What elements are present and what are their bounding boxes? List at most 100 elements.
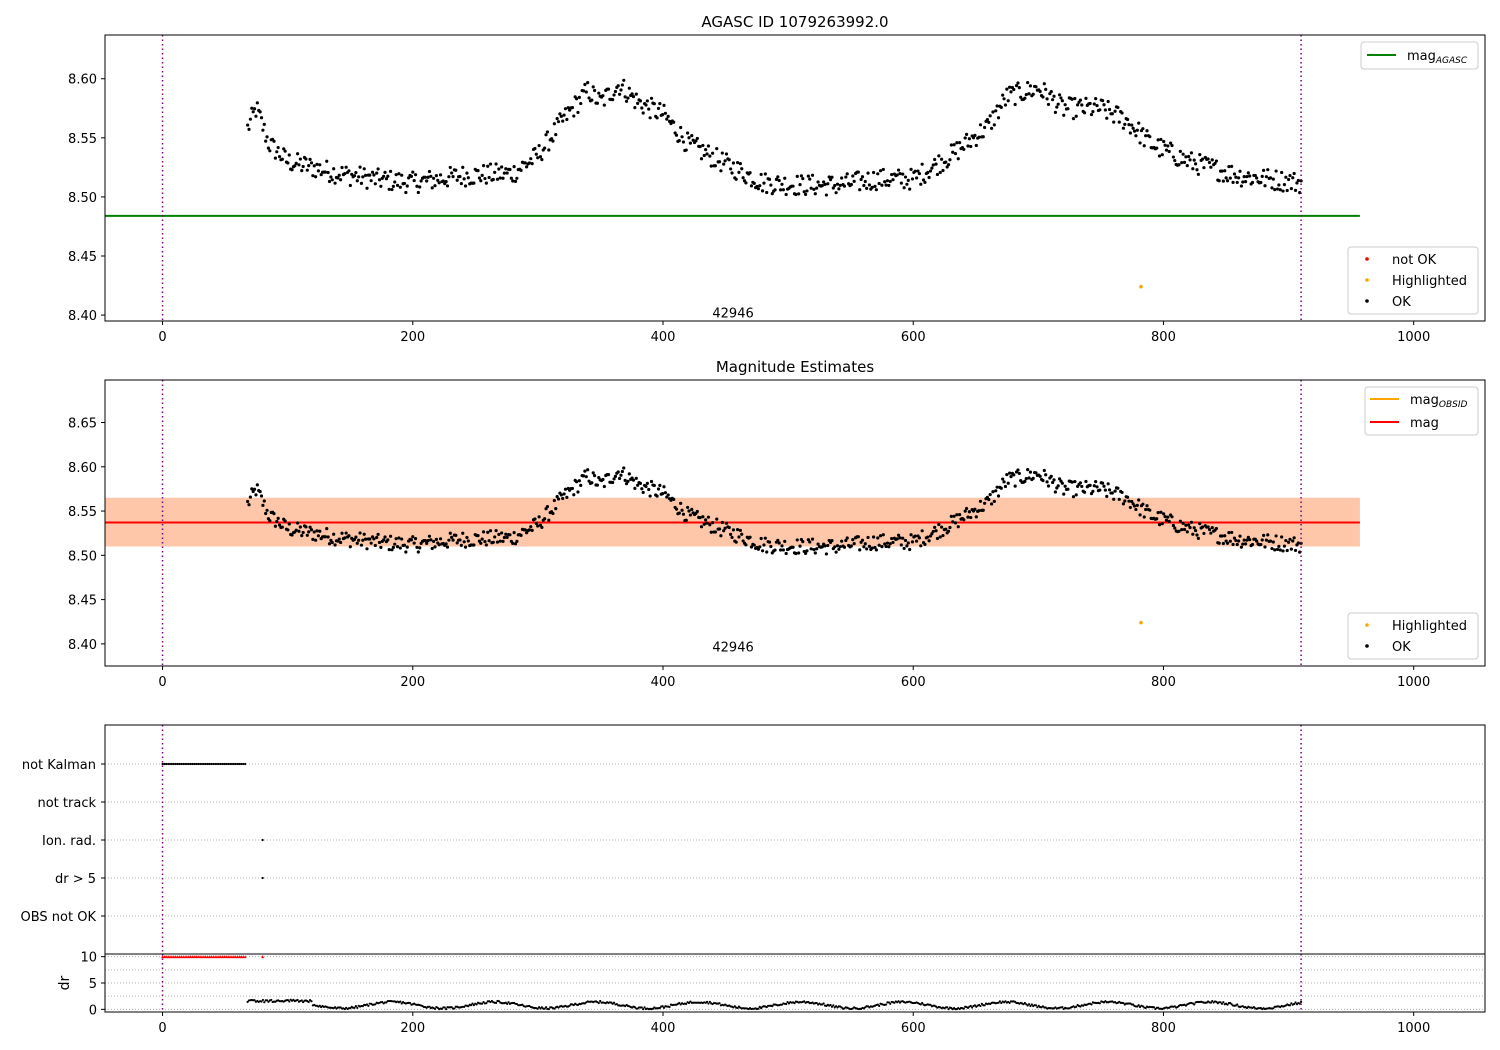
- p2-ok-point: [427, 534, 432, 538]
- p4-clipped-point: [196, 955, 200, 959]
- p2-ok-point: [816, 542, 820, 546]
- p1-ok-point: [429, 174, 433, 178]
- p3-flag-point: [208, 762, 211, 766]
- p1-ok-point: [1009, 90, 1013, 94]
- p1-ok-point: [626, 96, 630, 100]
- p1-ok-point: [795, 174, 799, 178]
- p2-ok-point: [519, 533, 523, 538]
- p4-dr-point: [803, 1000, 806, 1003]
- p2-ok-point: [1286, 540, 1291, 544]
- p1-ok-point: [1228, 176, 1232, 180]
- p2-ok-point: [565, 495, 569, 499]
- p3-category-label: OBS not OK: [21, 910, 97, 925]
- p4-dr-point: [1137, 1004, 1140, 1007]
- p2-ok-point: [776, 538, 780, 542]
- p2-ok-point: [1137, 498, 1141, 502]
- p1-ok-point: [842, 184, 847, 188]
- p2-ok-point: [252, 487, 257, 491]
- p1-ok-point: [717, 160, 722, 164]
- p3-flag-point: [236, 762, 239, 766]
- p2-ok-point: [962, 518, 966, 522]
- p4-dr-point: [1036, 1006, 1039, 1009]
- p2-ok-point: [1180, 528, 1184, 532]
- p4-dr-point: [642, 1008, 645, 1011]
- p1-ok-point: [930, 166, 934, 170]
- p1-ok-point: [1241, 180, 1245, 184]
- p4-xtick-label: 200: [400, 1021, 425, 1036]
- p2-ok-point: [383, 535, 387, 539]
- p4-dr-point: [408, 1001, 412, 1005]
- p2-frame: [104, 379, 1486, 667]
- p4-dr-point: [445, 1008, 448, 1011]
- p1-ok-point: [741, 176, 745, 180]
- p1-ok-point: [724, 152, 729, 156]
- p4-dr-point: [662, 1006, 666, 1009]
- p2-ok-point: [483, 539, 487, 544]
- p2-ok-point: [759, 536, 763, 541]
- p1-ok-point: [1225, 179, 1230, 183]
- p2-ok-point: [1264, 538, 1268, 542]
- p1-ok-point: [802, 190, 806, 194]
- p1-ok-point: [647, 107, 651, 111]
- p2-ok-point: [495, 540, 500, 544]
- p2-ok-point: [1125, 495, 1130, 499]
- p2-ok-point: [447, 538, 451, 542]
- p4-clipped-point: [161, 955, 165, 959]
- p4-clipped-point: [172, 955, 176, 959]
- p2-ok-point: [277, 523, 282, 527]
- p2-ok-point: [340, 531, 344, 535]
- p1-ok-point: [902, 186, 906, 190]
- p2-ok-point: [1232, 536, 1237, 540]
- p1-xtick-label: 200: [400, 330, 425, 345]
- p1-ok-point: [246, 123, 250, 127]
- p3-flag-point: [223, 762, 226, 766]
- p2-ok-point: [561, 496, 565, 501]
- p2-ok-point: [1273, 548, 1277, 552]
- p1-ok-point: [715, 147, 719, 151]
- p4-dr-point: [553, 1007, 556, 1010]
- p4-dr-point: [765, 1005, 768, 1009]
- p1-ok-point: [450, 171, 454, 175]
- p1-ok-point: [640, 106, 644, 110]
- p1-ok-point: [311, 174, 315, 178]
- p1-ok-point: [1089, 112, 1094, 117]
- p2-ok-point: [1284, 538, 1288, 543]
- p1-ok-point: [1264, 175, 1268, 179]
- p4-dr-point: [547, 1008, 550, 1011]
- p2-ok-point: [347, 534, 351, 538]
- p1-ok-point: [919, 182, 923, 186]
- p2-ok-point: [1062, 492, 1066, 496]
- p3-flag-point: [161, 762, 164, 766]
- p4-dr-point: [1034, 1004, 1038, 1007]
- p4-clipped-point: [168, 955, 172, 959]
- p1-ok-point: [327, 179, 332, 184]
- p1-ok-point: [623, 95, 627, 99]
- p4-dr-point: [929, 1003, 932, 1006]
- p2-ok-point: [760, 549, 765, 553]
- p1-ok-point: [297, 163, 301, 167]
- p2-ok-point: [906, 541, 910, 545]
- p1-xtick-label: 600: [901, 330, 926, 345]
- p2-ok-point: [884, 544, 888, 549]
- p2-xtick-label: 600: [901, 675, 926, 690]
- p1-ok-point: [1053, 110, 1058, 114]
- p1-ok-point: [308, 157, 312, 161]
- p2-ok-point: [620, 469, 624, 474]
- p1-ok-point: [1178, 149, 1182, 154]
- p1-ok-point: [1167, 149, 1171, 154]
- p4-dr-point: [736, 1006, 739, 1010]
- p2-ok-point: [967, 510, 971, 514]
- p1-ok-point: [491, 177, 495, 182]
- p4-dr-point: [343, 1007, 346, 1011]
- panel2-title: Magnitude Estimates: [716, 358, 874, 376]
- p1-ok-point: [498, 176, 502, 180]
- p1-ok-point: [1180, 161, 1184, 165]
- p2-ok-point: [820, 545, 824, 549]
- p1-ok-point: [266, 146, 271, 150]
- p4-dr-point: [733, 1005, 736, 1008]
- p1-ok-point: [259, 116, 264, 120]
- p1-ok-point: [636, 101, 640, 105]
- p2-ok-point: [1094, 480, 1098, 484]
- p1-ok-point: [545, 130, 550, 134]
- p1-ok-point: [710, 151, 715, 155]
